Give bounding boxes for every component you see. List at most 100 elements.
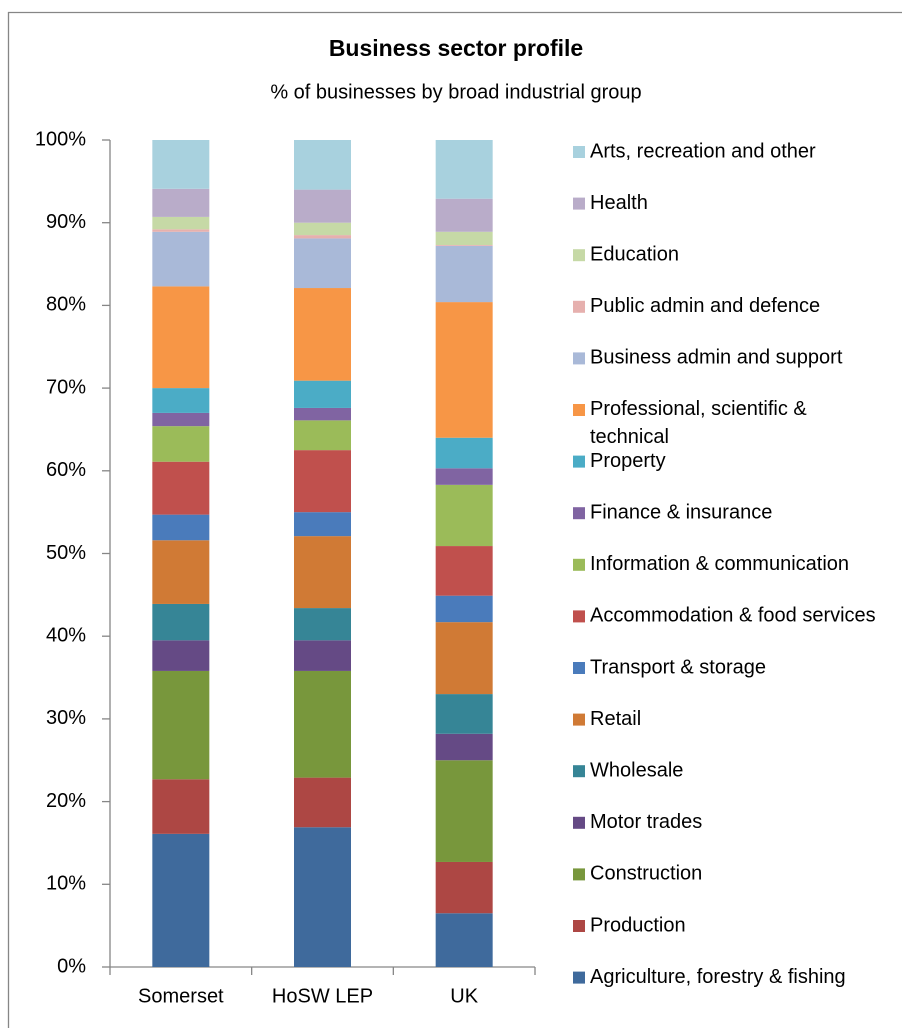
legend-swatch: [573, 507, 585, 520]
legend-label: Health: [590, 192, 648, 214]
bar-segment: [152, 514, 210, 541]
bar-segment: [152, 603, 210, 641]
bar-segment: [435, 861, 493, 914]
bar-segment: [435, 760, 493, 862]
bar-segment: [152, 412, 210, 427]
bar-segment: [294, 189, 351, 223]
y-tick-label: 70%: [46, 376, 86, 398]
legend-item: Wholesale: [573, 759, 683, 781]
legend-swatch: [573, 868, 585, 881]
bar-segment: [152, 426, 210, 462]
legend-swatch: [573, 249, 585, 262]
bar-segment: [152, 540, 210, 604]
legend-swatch: [573, 558, 585, 571]
bar-segment: [435, 231, 493, 246]
legend-item: Professional, scientific & technical: [573, 398, 807, 448]
legend-swatch: [573, 352, 585, 365]
bar-segment: [152, 388, 210, 413]
legend-label: Retail: [590, 708, 641, 730]
y-tick-label: 30%: [46, 707, 86, 729]
legend-label: Agriculture, forestry & fishing: [590, 966, 846, 988]
legend-swatch: [573, 765, 585, 778]
bar-segment: [435, 302, 493, 438]
legend-item: Arts, recreation and other: [573, 140, 816, 162]
legend-item: Agriculture, forestry & fishing: [573, 966, 846, 988]
legend-label: Public admin and defence: [590, 295, 820, 317]
bar-segment: [294, 407, 351, 421]
bar-segment: [152, 461, 210, 515]
legend-label: Wholesale: [590, 759, 683, 781]
y-tick-label: 0%: [57, 955, 86, 977]
y-tick-label: 80%: [46, 294, 86, 316]
y-tick-label: 40%: [46, 624, 86, 646]
bar-segment: [435, 198, 493, 232]
legend-item: Transport & storage: [573, 656, 766, 678]
legend-swatch: [573, 816, 585, 829]
legend-label: Production: [590, 914, 686, 936]
bar-segment: [435, 245, 493, 246]
legend-swatch: [573, 404, 585, 416]
bar-segment: [435, 913, 493, 967]
legend-label: Information & communication: [590, 553, 849, 575]
legend-label: Motor trades: [590, 811, 702, 833]
legend-label: Arts, recreation and other: [590, 140, 816, 162]
bar-segment: [294, 288, 351, 381]
bar-segment: [152, 231, 210, 287]
legend-swatch: [573, 197, 585, 210]
bar-segment: [435, 622, 493, 695]
bar-segment: [435, 468, 493, 485]
legend-item: Retail: [573, 708, 641, 730]
x-tick-label: Somerset: [138, 985, 224, 1007]
bar-segment: [294, 222, 351, 236]
legend-label: Education: [590, 243, 679, 265]
legend-label: Transport & storage: [590, 656, 766, 678]
y-tick-label: 60%: [46, 459, 86, 481]
legend-label: Property: [590, 450, 666, 472]
bar-segment: [294, 608, 351, 641]
bar-segment: [435, 546, 493, 596]
legend-item: Finance & insurance: [573, 501, 772, 523]
legend-label: Finance & insurance: [590, 501, 772, 523]
chart-subtitle: % of businesses by broad industrial grou…: [270, 81, 641, 103]
bar-segment: [294, 640, 351, 671]
bar-segment: [152, 188, 210, 217]
legend-swatch: [573, 300, 585, 313]
bar-segment: [435, 437, 493, 469]
bar-segment: [294, 777, 351, 828]
bar-segment: [294, 827, 351, 967]
bar-segment: [435, 140, 493, 199]
legend-item: Public admin and defence: [573, 295, 820, 317]
y-tick-label: 20%: [46, 790, 86, 812]
legend-item: Accommodation & food services: [573, 605, 876, 627]
bar-segment: [152, 833, 210, 967]
legend-item: Production: [573, 914, 686, 936]
bar-segment: [294, 238, 351, 289]
bar-segment: [294, 420, 351, 451]
legend-item: Health: [573, 192, 648, 214]
legend-item: Information & communication: [573, 553, 849, 575]
legend-item: Education: [573, 243, 679, 265]
legend-item: Construction: [573, 863, 702, 885]
legend-label: Business admin and support: [590, 347, 843, 369]
bar-segment: [152, 286, 210, 389]
bar-segment: [294, 512, 351, 537]
legend-label: Professional, scientific & technical: [590, 398, 807, 448]
legend-label-line: technical: [590, 426, 669, 448]
bar-segment: [435, 694, 493, 734]
bar-segment: [294, 140, 351, 190]
y-tick-label: 50%: [46, 542, 86, 564]
legend-label: Accommodation & food services: [590, 605, 876, 627]
legend-label-line: Professional, scientific &: [590, 398, 807, 420]
bar-segment: [152, 640, 210, 671]
y-tick-label: 10%: [46, 873, 86, 895]
bar-segment: [294, 670, 351, 778]
bar-segment: [435, 733, 493, 761]
bar-segment: [152, 216, 210, 230]
legend-swatch: [573, 971, 585, 984]
bar-segment: [294, 450, 351, 513]
legend-swatch: [573, 610, 585, 623]
bar-segment: [294, 380, 351, 408]
bar-segment: [435, 245, 493, 303]
legend-item: Business admin and support: [573, 347, 843, 369]
